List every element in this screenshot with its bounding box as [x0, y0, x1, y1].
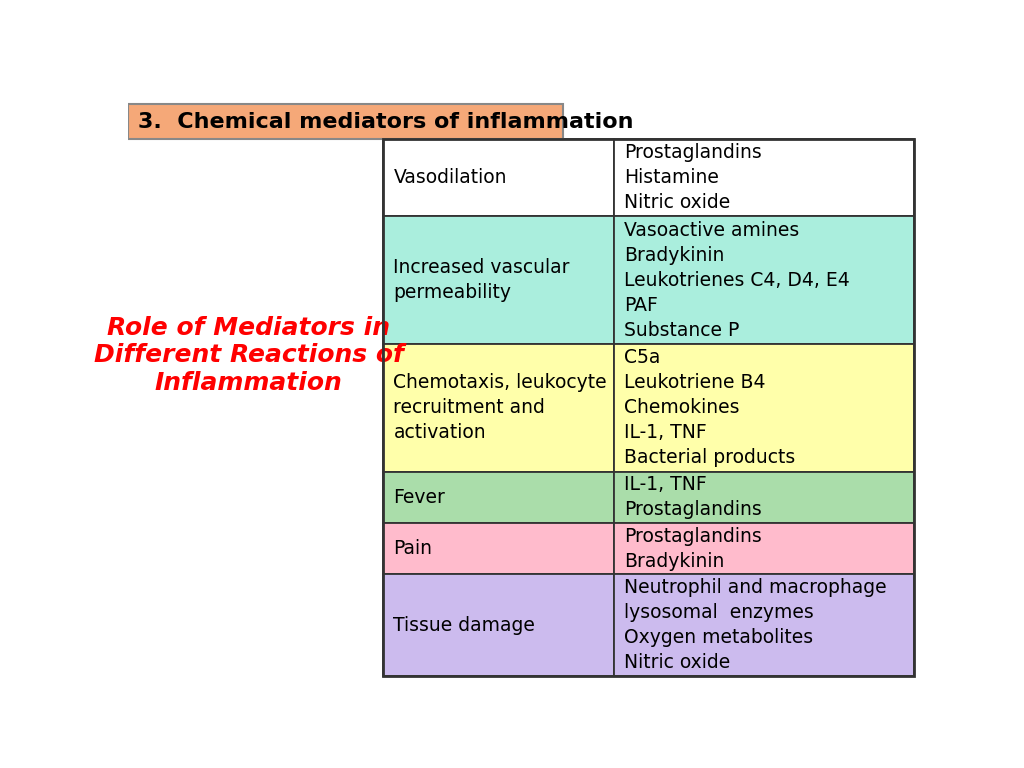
Bar	[613, 472, 913, 523]
Bar	[383, 140, 913, 677]
Text: Tissue damage: Tissue damage	[393, 616, 536, 635]
Bar	[383, 216, 613, 344]
Text: Pain: Pain	[393, 539, 432, 558]
Text: Prostaglandins
Histamine
Nitric oxide: Prostaglandins Histamine Nitric oxide	[624, 144, 762, 212]
Bar	[613, 344, 913, 472]
Bar	[613, 574, 913, 677]
Text: Increased vascular
permeability: Increased vascular permeability	[393, 258, 570, 302]
Text: C5a
Leukotriene B4
Chemokines
IL-1, TNF
Bacterial products: C5a Leukotriene B4 Chemokines IL-1, TNF …	[624, 349, 796, 468]
Bar	[613, 216, 913, 344]
Bar	[383, 523, 613, 574]
Text: Neutrophil and macrophage
lysosomal  enzymes
Oxygen metabolites
Nitric oxide: Neutrophil and macrophage lysosomal enzy…	[624, 578, 887, 672]
Text: Vasodilation: Vasodilation	[393, 168, 507, 187]
Text: Chemotaxis, leukocyte
recruitment and
activation: Chemotaxis, leukocyte recruitment and ac…	[393, 373, 607, 442]
Bar	[383, 140, 613, 216]
Bar	[383, 472, 613, 523]
Text: Role of Mediators in
Different Reactions of
Inflammation: Role of Mediators in Different Reactions…	[93, 316, 403, 395]
Bar	[383, 574, 613, 677]
Text: Prostaglandins
Bradykinin: Prostaglandins Bradykinin	[624, 527, 762, 571]
Bar	[613, 140, 913, 216]
Text: Fever: Fever	[393, 488, 445, 507]
Text: IL-1, TNF
Prostaglandins: IL-1, TNF Prostaglandins	[624, 475, 762, 519]
Text: Vasoactive amines
Bradykinin
Leukotrienes C4, D4, E4
PAF
Substance P: Vasoactive amines Bradykinin Leukotriene…	[624, 220, 850, 339]
Text: 3.  Chemical mediators of inflammation: 3. Chemical mediators of inflammation	[137, 111, 633, 132]
Bar	[383, 344, 613, 472]
Bar	[128, 104, 563, 140]
Bar	[613, 523, 913, 574]
